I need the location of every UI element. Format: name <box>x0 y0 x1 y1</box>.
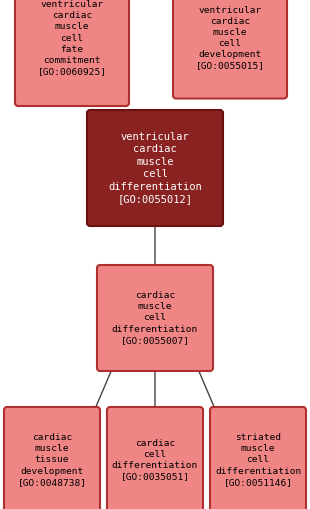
Text: ventricular
cardiac
muscle
cell
development
[GO:0055015]: ventricular cardiac muscle cell developm… <box>196 6 264 70</box>
FancyBboxPatch shape <box>173 0 287 99</box>
FancyBboxPatch shape <box>87 110 223 226</box>
Text: ventricular
cardiac
muscle
cell
fate
commitment
[GO:0060925]: ventricular cardiac muscle cell fate com… <box>38 0 107 76</box>
Text: cardiac
muscle
cell
differentiation
[GO:0055007]: cardiac muscle cell differentiation [GO:… <box>112 291 198 345</box>
Text: ventricular
cardiac
muscle
cell
differentiation
[GO:0055012]: ventricular cardiac muscle cell differen… <box>108 132 202 204</box>
Text: cardiac
muscle
tissue
development
[GO:0048738]: cardiac muscle tissue development [GO:00… <box>17 433 86 487</box>
FancyBboxPatch shape <box>107 407 203 509</box>
FancyBboxPatch shape <box>210 407 306 509</box>
FancyBboxPatch shape <box>15 0 129 106</box>
Text: striated
muscle
cell
differentiation
[GO:0051146]: striated muscle cell differentiation [GO… <box>215 433 301 487</box>
FancyBboxPatch shape <box>97 265 213 371</box>
Text: cardiac
cell
differentiation
[GO:0035051]: cardiac cell differentiation [GO:0035051… <box>112 439 198 481</box>
FancyBboxPatch shape <box>4 407 100 509</box>
